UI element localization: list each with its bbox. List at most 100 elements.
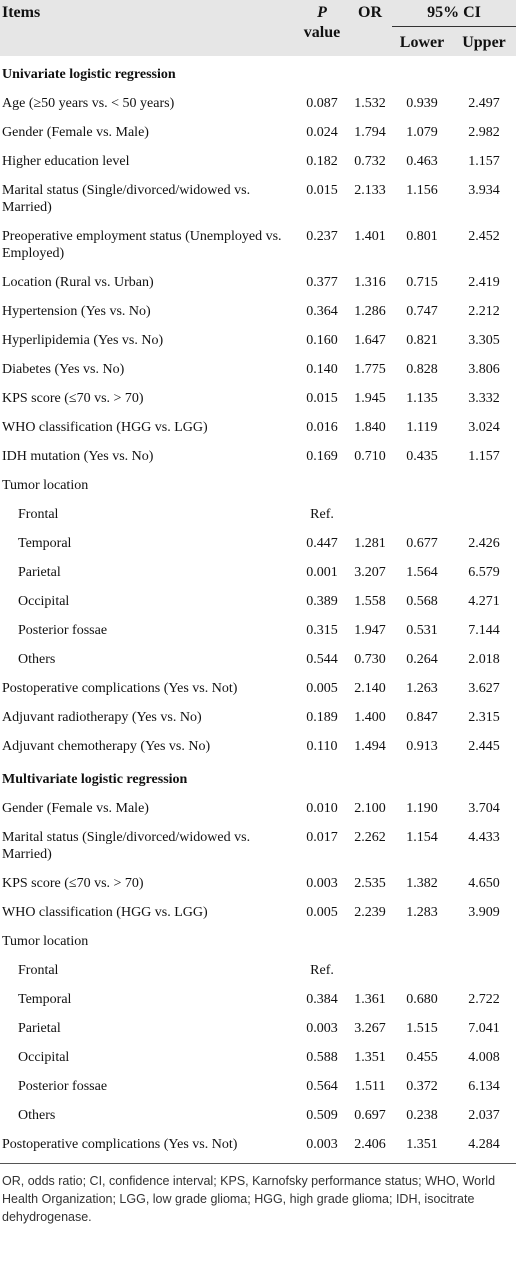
cell-value: 0.377 xyxy=(306,275,338,290)
row-label: Location (Rural vs. Urban) xyxy=(2,275,154,290)
row-label: Frontal xyxy=(18,507,59,522)
cell-value: 0.372 xyxy=(406,1079,438,1094)
cell-value: 0.010 xyxy=(306,801,338,816)
table-row: Tumor location xyxy=(0,471,516,500)
cell-value: 0.182 xyxy=(306,154,338,169)
cell-value: 2.426 xyxy=(468,536,500,551)
cell-value: 0.697 xyxy=(354,1108,386,1123)
empty-cell xyxy=(392,956,452,985)
footnote: OR, odds ratio; CI, confidence interval;… xyxy=(0,1163,516,1226)
cell-value: 0.389 xyxy=(306,594,338,609)
table-row: KPS score (≤70 vs. > 70) 0.015 1.945 1.135 3… xyxy=(0,384,516,413)
row-label: Preoperative employment status (Unemploy… xyxy=(2,229,282,261)
cell-value: 3.806 xyxy=(468,362,500,377)
cell-value: 0.821 xyxy=(406,333,438,348)
cell-value: 1.156 xyxy=(406,183,438,198)
table-row: Age (≥50 years vs. < 50 years) 0.087 1.532… xyxy=(0,89,516,118)
row-label: Temporal xyxy=(18,992,72,1007)
row-label: Gender (Female vs. Male) xyxy=(2,801,149,816)
cell-value: 2.406 xyxy=(354,1137,386,1152)
table-row: Posterior fossae 0.564 1.511 0.372 6.134 xyxy=(0,1072,516,1101)
empty-cell xyxy=(392,927,452,956)
cell-value: 1.283 xyxy=(406,905,438,920)
table-row: Frontal Ref. xyxy=(0,500,516,529)
cell-value: 1.157 xyxy=(468,154,500,169)
cell-value: 0.509 xyxy=(306,1108,338,1123)
cell-value: 1.840 xyxy=(354,420,386,435)
row-label: Others xyxy=(18,652,56,667)
cell-value: Ref. xyxy=(310,507,334,522)
table-row: Diabetes (Yes vs. No) 0.140 1.775 0.828 3.80… xyxy=(0,355,516,384)
cell-value: 0.016 xyxy=(306,420,338,435)
section-row: Multivariate logistic regression xyxy=(0,761,516,794)
cell-value: 0.110 xyxy=(306,739,338,754)
cell-value: 0.003 xyxy=(306,1137,338,1152)
empty-cell xyxy=(452,927,516,956)
cell-value: 0.237 xyxy=(306,229,338,244)
cell-value: 1.351 xyxy=(406,1137,438,1152)
cell-value: 2.018 xyxy=(468,652,500,667)
row-label: Others xyxy=(18,1108,56,1123)
cell-value: 3.024 xyxy=(468,420,500,435)
cell-value: 3.207 xyxy=(354,565,386,580)
table-row: KPS score (≤70 vs. > 70) 0.003 2.535 1.382 4… xyxy=(0,869,516,898)
table-row: Postoperative complications (Yes vs. Not… xyxy=(0,674,516,703)
cell-value: 0.005 xyxy=(306,905,338,920)
cell-value: 0.544 xyxy=(306,652,338,667)
cell-value: 2.140 xyxy=(354,681,386,696)
empty-cell xyxy=(296,927,348,956)
empty-cell xyxy=(296,471,348,500)
cell-value: 0.828 xyxy=(406,362,438,377)
cell-value: 2.262 xyxy=(354,830,386,845)
cell-value: 3.909 xyxy=(468,905,500,920)
cell-value: 0.747 xyxy=(406,304,438,319)
cell-value: 0.005 xyxy=(306,681,338,696)
cell-value: 0.913 xyxy=(406,739,438,754)
row-label: Frontal xyxy=(18,963,59,978)
cell-value: 0.730 xyxy=(354,652,386,667)
cell-value: 1.647 xyxy=(354,333,386,348)
cell-value: 1.382 xyxy=(406,876,438,891)
cell-value: 1.564 xyxy=(406,565,438,580)
row-label: Parietal xyxy=(18,565,61,580)
cell-value: 0.447 xyxy=(306,536,338,551)
cell-value: 0.003 xyxy=(306,876,338,891)
empty-cell xyxy=(348,471,392,500)
empty-cell xyxy=(452,500,516,529)
row-label: Parietal xyxy=(18,1021,61,1036)
table-row: Occipital 0.588 1.351 0.455 4.008 xyxy=(0,1043,516,1072)
cell-value: 0.847 xyxy=(406,710,438,725)
table-row: Occipital 0.389 1.558 0.568 4.271 xyxy=(0,587,516,616)
cell-value: 1.401 xyxy=(354,229,386,244)
cell-value: 0.001 xyxy=(306,565,338,580)
cell-value: 3.934 xyxy=(468,183,500,198)
cell-value: 0.384 xyxy=(306,992,338,1007)
row-label: Adjuvant chemotherapy (Yes vs. No) xyxy=(2,739,211,754)
table-row: Frontal Ref. xyxy=(0,956,516,985)
cell-value: 2.535 xyxy=(354,876,386,891)
cell-value: 3.305 xyxy=(468,333,500,348)
cell-value: 2.239 xyxy=(354,905,386,920)
cell-value: 0.024 xyxy=(306,125,338,140)
cell-value: 0.564 xyxy=(306,1079,338,1094)
cell-value: 0.801 xyxy=(406,229,438,244)
cell-value: 0.531 xyxy=(406,623,438,638)
empty-cell xyxy=(392,471,452,500)
cell-value: 2.133 xyxy=(354,183,386,198)
empty-cell xyxy=(348,927,392,956)
row-label: Hyperlipidemia (Yes vs. No) xyxy=(2,333,164,348)
cell-value: 1.945 xyxy=(354,391,386,406)
row-label: Marital status (Single/divorced/widowed … xyxy=(2,830,251,862)
table-row: Preoperative employment status (Unemploy… xyxy=(0,222,516,268)
row-label: WHO classification (HGG vs. LGG) xyxy=(2,420,208,435)
cell-value: 2.445 xyxy=(468,739,500,754)
table-row: Posterior fossae 0.315 1.947 0.531 7.144 xyxy=(0,616,516,645)
table-row: Tumor location xyxy=(0,927,516,956)
cell-value: 1.775 xyxy=(354,362,386,377)
cell-value: 0.160 xyxy=(306,333,338,348)
header-upper: Upper xyxy=(452,30,516,56)
empty-cell xyxy=(392,500,452,529)
cell-value: 1.515 xyxy=(406,1021,438,1036)
row-label: KPS score (≤70 vs. > 70) xyxy=(2,876,144,891)
